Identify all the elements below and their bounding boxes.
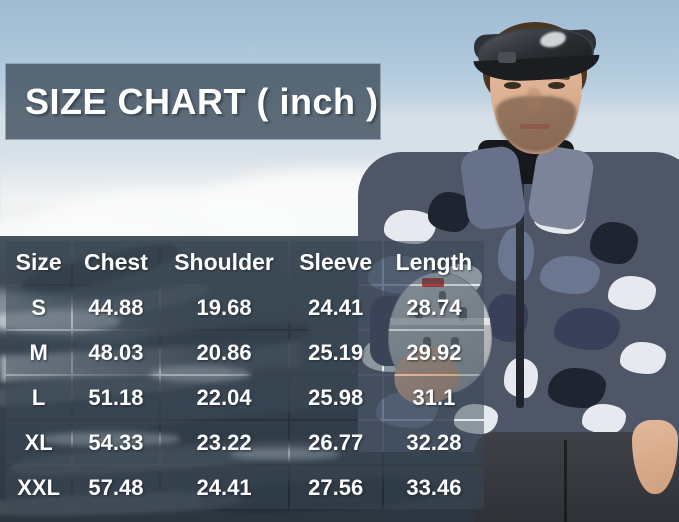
cell-size: XXL bbox=[6, 466, 72, 509]
cell-chest: 54.33 bbox=[73, 421, 159, 464]
cell-size: XL bbox=[6, 421, 72, 464]
camo-patch bbox=[590, 222, 638, 264]
table-row: L 51.18 22.04 25.98 31.1 bbox=[6, 376, 484, 419]
camo-patch bbox=[548, 368, 606, 408]
camo-patch bbox=[554, 308, 620, 350]
column-header-length: Length bbox=[383, 241, 484, 284]
cell-length: 28.74 bbox=[383, 286, 484, 329]
cell-sleeve: 25.19 bbox=[289, 331, 382, 374]
cell-shoulder: 24.41 bbox=[160, 466, 288, 509]
size-chart-table: Size Chest Shoulder Sleeve Length S 44.8… bbox=[4, 239, 486, 511]
column-header-size: Size bbox=[6, 241, 72, 284]
column-header-chest: Chest bbox=[73, 241, 159, 284]
table-header-row: Size Chest Shoulder Sleeve Length bbox=[6, 241, 484, 284]
cell-size: S bbox=[6, 286, 72, 329]
jacket-collar-left bbox=[458, 144, 528, 232]
nose bbox=[526, 88, 542, 114]
cell-sleeve: 24.41 bbox=[289, 286, 382, 329]
cell-size: M bbox=[6, 331, 72, 374]
cell-sleeve: 26.77 bbox=[289, 421, 382, 464]
table-row: M 48.03 20.86 25.19 29.92 bbox=[6, 331, 484, 374]
table-row: S 44.88 19.68 24.41 28.74 bbox=[6, 286, 484, 329]
cell-chest: 44.88 bbox=[73, 286, 159, 329]
table-row: XXL 57.48 24.41 27.56 33.46 bbox=[6, 466, 484, 509]
camo-patch bbox=[620, 342, 666, 374]
cell-shoulder: 19.68 bbox=[160, 286, 288, 329]
cell-chest: 48.03 bbox=[73, 331, 159, 374]
cell-length: 31.1 bbox=[383, 376, 484, 419]
eye-right bbox=[548, 82, 565, 89]
cell-chest: 51.18 bbox=[73, 376, 159, 419]
cell-length: 32.28 bbox=[383, 421, 484, 464]
size-chart-title-banner: SIZE CHART ( inch ) bbox=[5, 63, 381, 140]
camo-patch bbox=[540, 256, 600, 294]
camo-patch bbox=[384, 210, 436, 244]
cell-shoulder: 22.04 bbox=[160, 376, 288, 419]
cell-shoulder: 20.86 bbox=[160, 331, 288, 374]
column-header-sleeve: Sleeve bbox=[289, 241, 382, 284]
cell-shoulder: 23.22 bbox=[160, 421, 288, 464]
cell-length: 33.46 bbox=[383, 466, 484, 509]
eye-left bbox=[504, 82, 521, 89]
table-row: XL 54.33 23.22 26.77 32.28 bbox=[6, 421, 484, 464]
goggle-clip bbox=[498, 52, 516, 63]
cell-length: 29.92 bbox=[383, 331, 484, 374]
cell-size: L bbox=[6, 376, 72, 419]
jacket-zipper bbox=[516, 178, 524, 408]
camo-patch bbox=[582, 404, 626, 434]
cell-sleeve: 25.98 bbox=[289, 376, 382, 419]
camo-patch bbox=[608, 276, 656, 310]
pants-seam bbox=[564, 440, 567, 522]
cell-sleeve: 27.56 bbox=[289, 466, 382, 509]
page-title: SIZE CHART ( inch ) bbox=[25, 80, 379, 122]
cell-chest: 57.48 bbox=[73, 466, 159, 509]
mouth bbox=[520, 124, 550, 129]
column-header-shoulder: Shoulder bbox=[160, 241, 288, 284]
